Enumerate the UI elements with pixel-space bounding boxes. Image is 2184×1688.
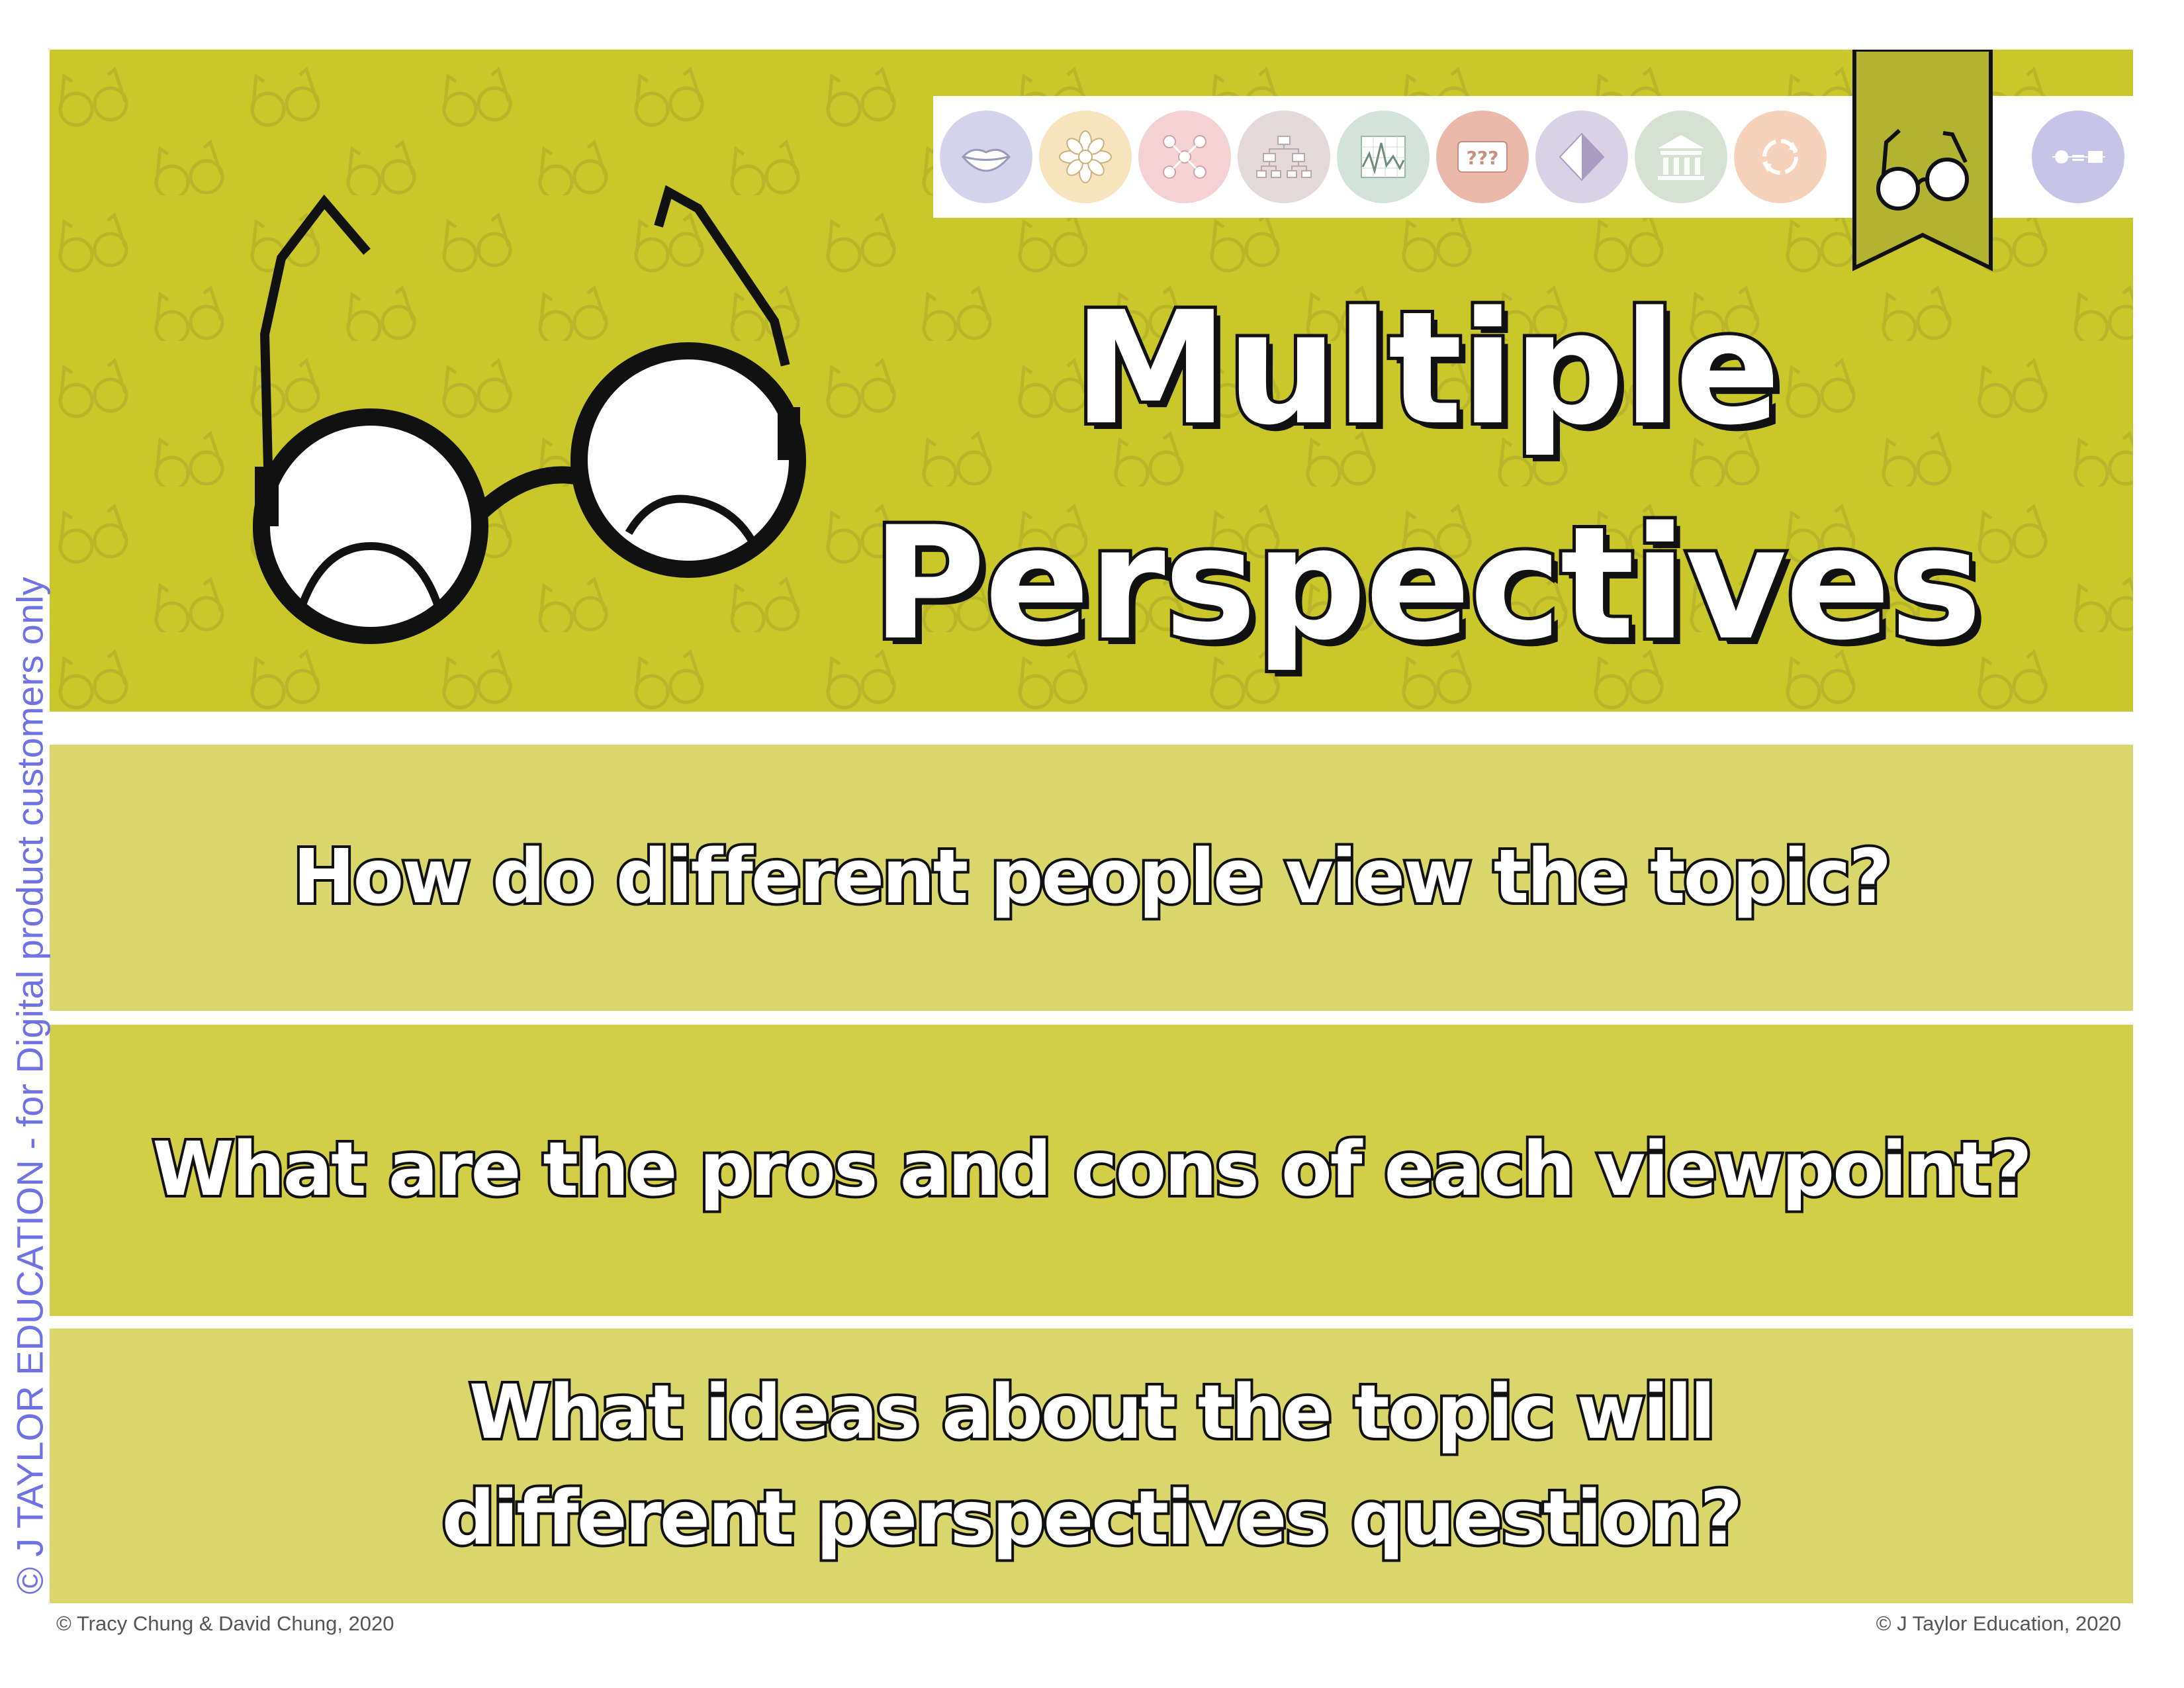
question-marks-icon[interactable]: ??? <box>1436 111 1529 203</box>
footer-author-credit: © Tracy Chung & David Chung, 2020 <box>56 1612 394 1635</box>
glasses-icon <box>253 185 806 644</box>
question-text: What ideas about the topic will differen… <box>439 1367 1746 1564</box>
network-dots-icon[interactable] <box>1138 111 1231 203</box>
page-title-line-2: Perspectives <box>868 494 1985 675</box>
question-text: What are the pros and cons of each viewp… <box>150 1124 2034 1215</box>
footer-publisher-credit: © J Taylor Education, 2020 <box>1876 1612 2121 1635</box>
svg-text:???: ??? <box>1467 147 1499 169</box>
institution-columns-icon[interactable] <box>1635 111 1727 203</box>
question-band: What are the pros and cons of each viewp… <box>50 1025 2133 1316</box>
line-graph-icon[interactable] <box>1337 111 1430 203</box>
equation-shapes-icon[interactable] <box>2032 111 2124 203</box>
flower-icon[interactable] <box>1039 111 1132 203</box>
glasses-icon <box>1876 128 1969 211</box>
question-band: How do different people view the topic? <box>50 745 2133 1011</box>
header-banner: ??? Multiple Perspectives <box>50 50 2133 712</box>
question-band: What ideas about the topic will differen… <box>50 1329 2133 1603</box>
hierarchy-icon[interactable] <box>1238 111 1330 203</box>
diamond-icon[interactable] <box>1535 111 1628 203</box>
question-text: How do different people view the topic? <box>291 831 1895 923</box>
active-category-ribbon[interactable] <box>1846 50 1999 275</box>
copyright-watermark: © J TAYLOR EDUCATION - for Digital produ… <box>9 577 51 1595</box>
lips-icon[interactable] <box>940 111 1032 203</box>
page-title-line-1: Multiple <box>1070 279 1784 459</box>
cycle-arrows-icon[interactable] <box>1734 111 1827 203</box>
